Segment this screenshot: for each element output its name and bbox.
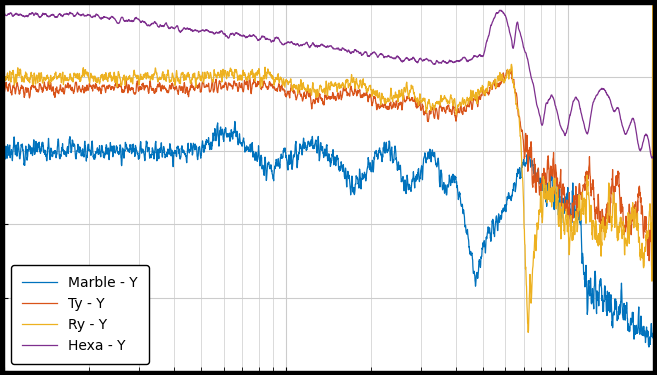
Marble - Y <box>566 216 574 221</box>
Ry - Y <box>566 215 574 219</box>
Ty - Y <box>277 86 285 90</box>
Line: Ty - Y: Ty - Y <box>4 0 653 273</box>
Ty - Y <box>636 190 644 195</box>
Marble - Y <box>0 137 8 142</box>
Ry - Y <box>113 80 121 84</box>
Marble - Y <box>231 119 239 124</box>
Hexa - Y <box>0 10 8 15</box>
Hexa - Y <box>277 40 285 45</box>
Hexa - Y <box>249 33 257 38</box>
Ry - Y <box>277 76 285 81</box>
Ty - Y <box>0 90 8 94</box>
Ty - Y <box>566 217 574 221</box>
Hexa - Y <box>649 154 657 159</box>
Ty - Y <box>249 81 257 85</box>
Ry - Y <box>0 80 8 84</box>
Marble - Y <box>74 144 82 148</box>
Hexa - Y <box>497 8 505 12</box>
Line: Ry - Y: Ry - Y <box>4 0 653 332</box>
Hexa - Y <box>566 112 574 116</box>
Marble - Y <box>249 155 257 159</box>
Marble - Y <box>645 345 653 349</box>
Ry - Y <box>524 330 532 334</box>
Hexa - Y <box>113 20 121 24</box>
Ry - Y <box>637 256 645 260</box>
Hexa - Y <box>648 156 656 160</box>
Marble - Y <box>277 152 285 156</box>
Line: Marble - Y: Marble - Y <box>4 122 653 347</box>
Legend: Marble - Y, Ty - Y, Ry - Y, Hexa - Y: Marble - Y, Ty - Y, Ry - Y, Hexa - Y <box>11 265 148 364</box>
Ty - Y <box>113 81 121 86</box>
Ty - Y <box>74 88 82 92</box>
Hexa - Y <box>637 148 645 153</box>
Ry - Y <box>74 75 82 80</box>
Ry - Y <box>249 71 257 76</box>
Marble - Y <box>637 327 645 331</box>
Hexa - Y <box>74 11 82 16</box>
Line: Hexa - Y: Hexa - Y <box>4 10 653 158</box>
Marble - Y <box>113 146 121 150</box>
Ty - Y <box>648 271 656 276</box>
Marble - Y <box>649 336 657 340</box>
